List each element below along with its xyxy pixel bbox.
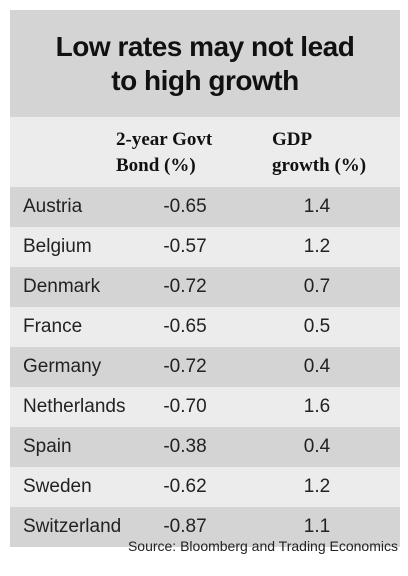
gdp-cell: 1.2: [303, 236, 331, 257]
country-cell: Denmark: [23, 276, 101, 297]
table-row: Germany -0.72 0.4: [10, 347, 400, 387]
gdp-cell: 1.2: [303, 476, 331, 497]
bond-cell: -0.72: [163, 276, 207, 297]
table-row: Denmark -0.72 0.7: [10, 267, 400, 307]
source-note: Source: Bloomberg and Trading Economics: [127, 538, 398, 554]
table-body: Austria -0.65 1.4 Belgium -0.57 1.2 Denm…: [10, 187, 400, 547]
header-bond-line-2: Bond (%): [116, 155, 196, 176]
country-cell: Sweden: [23, 476, 92, 497]
header-bond-line-1: 2-year Govt: [116, 129, 213, 150]
country-cell: France: [23, 316, 83, 337]
table-header: 2-year Govt Bond (%) GDP growth (%): [10, 117, 400, 187]
country-cell: Spain: [23, 436, 72, 457]
gdp-cell: 1.4: [303, 196, 331, 217]
country-cell: Austria: [23, 196, 83, 217]
gdp-cell: 0.4: [303, 436, 331, 457]
gdp-cell: 0.4: [303, 356, 331, 377]
gdp-cell: 1.1: [303, 516, 331, 537]
country-cell: Netherlands: [23, 396, 126, 417]
table-row: Spain -0.38 0.4: [10, 427, 400, 467]
country-cell: Switzerland: [23, 516, 122, 537]
table-row: Netherlands -0.70 1.6: [10, 387, 400, 427]
table-graphic: Low rates may not lead to high growth 2-…: [10, 10, 400, 547]
gdp-cell: 1.6: [303, 396, 331, 417]
table-row: Switzerland -0.87 1.1: [10, 507, 400, 547]
table-row: France -0.65 0.5: [10, 307, 400, 347]
table-row: Sweden -0.62 1.2: [10, 467, 400, 507]
bond-cell: -0.38: [163, 436, 207, 457]
bond-cell: -0.70: [163, 396, 207, 417]
chart-title: Low rates may not lead to high growth: [10, 10, 400, 117]
bond-cell: -0.57: [163, 236, 207, 257]
bond-cell: -0.87: [163, 516, 207, 537]
gdp-cell: 0.7: [303, 276, 331, 297]
table-row: Belgium -0.57 1.2: [10, 227, 400, 267]
country-cell: Germany: [23, 356, 102, 377]
header-gdp: GDP growth (%): [272, 127, 366, 179]
header-gdp-line-2: growth (%): [272, 155, 367, 176]
header-bond: 2-year Govt Bond (%): [116, 127, 212, 179]
gdp-cell: 0.5: [303, 316, 331, 337]
table-row: Austria -0.65 1.4: [10, 187, 400, 227]
bond-cell: -0.62: [163, 476, 207, 497]
header-gdp-line-1: GDP: [272, 129, 313, 150]
title-line-1: Low rates may not lead: [55, 30, 355, 62]
bond-cell: -0.65: [163, 316, 207, 337]
bond-cell: -0.72: [163, 356, 207, 377]
country-cell: Belgium: [23, 236, 92, 257]
title-line-2: to high growth: [111, 64, 299, 96]
bond-cell: -0.65: [163, 196, 207, 217]
